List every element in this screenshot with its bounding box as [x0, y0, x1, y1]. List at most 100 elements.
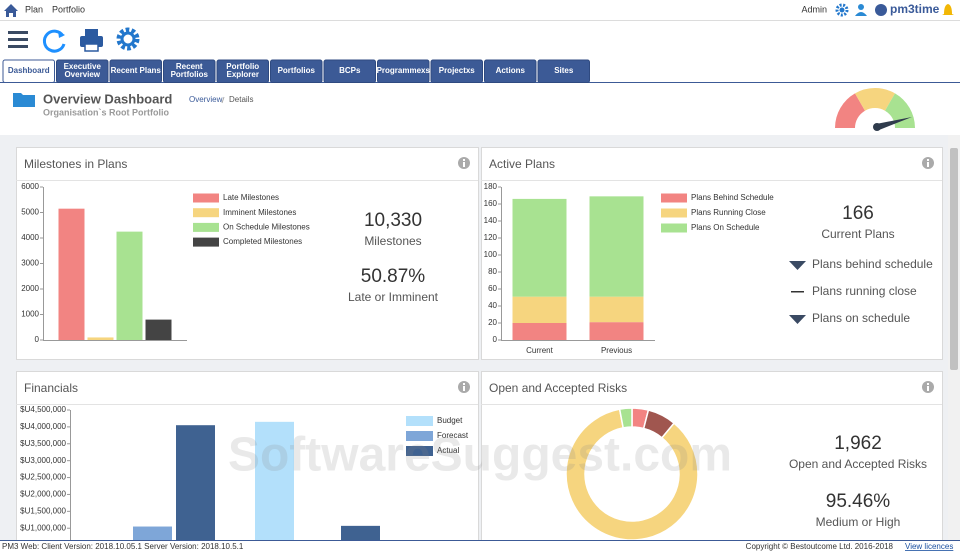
nav-link[interactable]: Plan [25, 4, 43, 14]
print-icon-paper [84, 43, 99, 52]
legend-swatch [661, 223, 687, 233]
tab-label[interactable]: Recent Plans [111, 66, 162, 75]
y-tick-label: 180 [484, 182, 498, 191]
tab[interactable] [216, 59, 269, 83]
panel: Milestones in Plans 0 1000 2000 3000 4000 5000… [16, 147, 479, 360]
y-tick-label: 0 [493, 335, 498, 344]
tab[interactable] [537, 59, 590, 83]
legend-label: Budget [437, 416, 463, 425]
donut-slice [565, 408, 699, 541]
footer-link[interactable]: View licences [905, 542, 953, 551]
legend-label: Late Milestones [223, 193, 279, 202]
tab[interactable] [484, 59, 537, 83]
tab[interactable] [377, 59, 430, 83]
y-tick-label: 2000 [21, 284, 39, 293]
home-icon[interactable] [4, 4, 18, 17]
stat-label: Current Plans [821, 227, 894, 241]
status-label: Plans behind schedule [812, 257, 933, 271]
tab[interactable] [270, 59, 323, 83]
legend-swatch [406, 416, 433, 426]
settings-icon-hub [839, 7, 845, 13]
stat-value: 1,962 [834, 433, 882, 454]
tab-label[interactable]: Recent [176, 62, 203, 71]
user-icon-body [855, 12, 867, 16]
panel-title: Active Plans [489, 157, 555, 171]
y-tick-label: $U2,500,000 [20, 473, 66, 482]
bell-icon[interactable] [942, 4, 954, 15]
panel: Active Plans 0 20 40 60 80 100 120 140 160 180 Curr… [481, 147, 943, 360]
bar-segment [589, 296, 644, 323]
legend-swatch [406, 431, 433, 441]
legend-label: Forecast [437, 431, 469, 440]
panel-title: Financials [24, 381, 78, 395]
donut-slice [618, 407, 633, 429]
y-tick-label: $U3,500,000 [20, 439, 66, 448]
user-icon[interactable] [858, 4, 864, 10]
legend-label: On Schedule Milestones [223, 223, 310, 232]
y-tick-label: $U1,000,000 [20, 523, 66, 532]
status-label: Plans on schedule [812, 311, 910, 325]
settings-icon[interactable] [835, 3, 849, 17]
stat-label: Late or Imminent [348, 290, 439, 304]
logo: pm3time [890, 2, 940, 16]
tab-label[interactable]: Executive [64, 62, 102, 71]
bar-segment [589, 196, 644, 297]
print-icon[interactable] [85, 29, 98, 36]
tab[interactable] [2, 59, 55, 83]
tab-label[interactable]: Dashboard [8, 66, 50, 75]
help-icon[interactable] [875, 4, 887, 16]
breadcrumb: Details [229, 95, 253, 104]
panel-box [16, 371, 479, 552]
nav-link[interactable]: Portfolio [52, 4, 85, 14]
tab-label[interactable]: Explorer [227, 70, 259, 79]
tab[interactable] [430, 59, 483, 83]
y-tick-label: $U4,500,000 [20, 405, 66, 414]
panel: Financials $U1,000,000 $U1,500,000 $U2,000,… [16, 371, 479, 552]
tab[interactable] [163, 59, 216, 83]
gauge-segment [855, 88, 895, 111]
gauge-hub [873, 123, 881, 131]
status-icon [789, 315, 806, 324]
panel-title: Milestones in Plans [24, 157, 127, 171]
tab-label[interactable]: Overview [64, 70, 100, 79]
y-tick-label: 4000 [21, 233, 39, 242]
y-tick-label: 80 [488, 267, 497, 276]
tab-label[interactable]: BCPs [339, 66, 361, 75]
breadcrumb[interactable]: Overview [189, 95, 223, 104]
tab[interactable] [56, 59, 109, 83]
legend-label: Plans Running Close [691, 208, 766, 217]
tab-label[interactable]: Portfolios [278, 66, 316, 75]
legend-swatch [406, 446, 433, 456]
tab[interactable] [109, 59, 162, 83]
bar-segment [512, 323, 567, 340]
x-tick-label: Previous [601, 346, 632, 355]
tab-label[interactable]: Projectxs [439, 66, 476, 75]
stat-value: 166 [842, 203, 874, 224]
tab-label[interactable]: Actions [496, 66, 526, 75]
user-name[interactable]: Admin [801, 4, 827, 14]
refresh-icon[interactable] [42, 29, 66, 53]
tab-label[interactable]: Programmexs [377, 66, 431, 75]
menu-icon[interactable] [8, 31, 28, 34]
tab-label[interactable]: Sites [554, 66, 574, 75]
bar [58, 208, 85, 340]
stat-value: 10,330 [364, 210, 422, 231]
bar-segment [512, 296, 567, 323]
scrollbar-thumb[interactable] [950, 148, 958, 370]
y-tick-label: 6000 [21, 182, 39, 191]
watermark: SoftwareSuggest.com [228, 429, 732, 482]
tab-label[interactable]: Portfolio [226, 62, 259, 71]
footer-copyright: Copyright © Bestoutcome Ltd. 2016-2018 [746, 542, 894, 551]
page-subtitle: Organisation`s Root Portfolio [43, 107, 169, 117]
tab-label[interactable]: Portfolios [171, 70, 209, 79]
y-tick-label: 100 [484, 250, 498, 259]
info-icon-mark [463, 386, 465, 391]
config-icon[interactable] [116, 27, 140, 51]
tab[interactable] [323, 59, 376, 83]
y-tick-label: 0 [35, 335, 40, 344]
menu-icon[interactable] [8, 38, 28, 41]
bar [255, 421, 294, 552]
stat-label: Milestones [364, 234, 421, 248]
menu-icon[interactable] [8, 45, 28, 48]
